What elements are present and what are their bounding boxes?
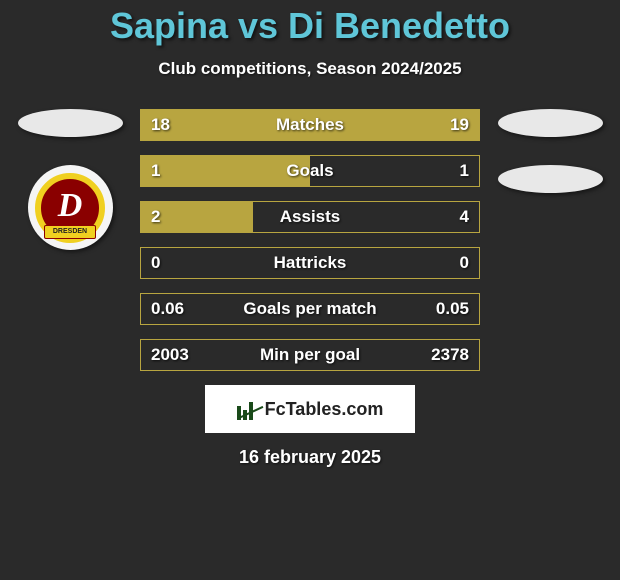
stat-label: Goals bbox=[286, 161, 333, 181]
stat-value-left: 18 bbox=[151, 115, 170, 135]
snapshot-date: 16 february 2025 bbox=[0, 447, 620, 468]
stat-value-right: 0 bbox=[460, 253, 469, 273]
stat-value-right: 0.05 bbox=[436, 299, 469, 319]
team-logo-left: D DRESDEN bbox=[28, 165, 113, 250]
main-layout: D DRESDEN 18 Matches 19 1 Goals 1 2 Assists 4 0 Ha… bbox=[0, 109, 620, 371]
player-placeholder-right bbox=[498, 109, 603, 137]
stat-label: Assists bbox=[280, 207, 340, 227]
stat-value-right: 19 bbox=[450, 115, 469, 135]
page-title: Sapina vs Di Benedetto bbox=[0, 5, 620, 47]
team-logo-right bbox=[498, 165, 603, 193]
team-logo-inner: D DRESDEN bbox=[35, 173, 105, 243]
stats-list: 18 Matches 19 1 Goals 1 2 Assists 4 0 Hattricks 0 0.… bbox=[140, 109, 480, 371]
stat-row: 1 Goals 1 bbox=[140, 155, 480, 187]
stat-value-left: 2 bbox=[151, 207, 160, 227]
team-logo-letter: D bbox=[58, 187, 83, 225]
brand-chart-icon bbox=[237, 398, 259, 420]
stat-row: 0 Hattricks 0 bbox=[140, 247, 480, 279]
stat-value-left: 1 bbox=[151, 161, 160, 181]
stat-row: 2003 Min per goal 2378 bbox=[140, 339, 480, 371]
brand-badge: FcTables.com bbox=[205, 385, 415, 433]
stat-row: 2 Assists 4 bbox=[140, 201, 480, 233]
player-placeholder-left bbox=[18, 109, 123, 137]
stat-value-right: 2378 bbox=[431, 345, 469, 365]
left-side: D DRESDEN bbox=[15, 109, 125, 250]
stat-value-left: 0.06 bbox=[151, 299, 184, 319]
stat-label: Min per goal bbox=[260, 345, 360, 365]
stat-bar-left bbox=[141, 156, 310, 186]
right-side bbox=[495, 109, 605, 193]
stat-label: Goals per match bbox=[243, 299, 376, 319]
brand-text: FcTables.com bbox=[265, 399, 384, 420]
stat-value-left: 2003 bbox=[151, 345, 189, 365]
stat-row: 18 Matches 19 bbox=[140, 109, 480, 141]
stat-row: 0.06 Goals per match 0.05 bbox=[140, 293, 480, 325]
team-logo-ribbon: DRESDEN bbox=[44, 225, 96, 239]
stat-value-left: 0 bbox=[151, 253, 160, 273]
stat-label: Hattricks bbox=[274, 253, 347, 273]
comparison-card: Sapina vs Di Benedetto Club competitions… bbox=[0, 0, 620, 468]
page-subtitle: Club competitions, Season 2024/2025 bbox=[0, 59, 620, 79]
stat-label: Matches bbox=[276, 115, 344, 135]
stat-value-right: 4 bbox=[460, 207, 469, 227]
stat-value-right: 1 bbox=[460, 161, 469, 181]
